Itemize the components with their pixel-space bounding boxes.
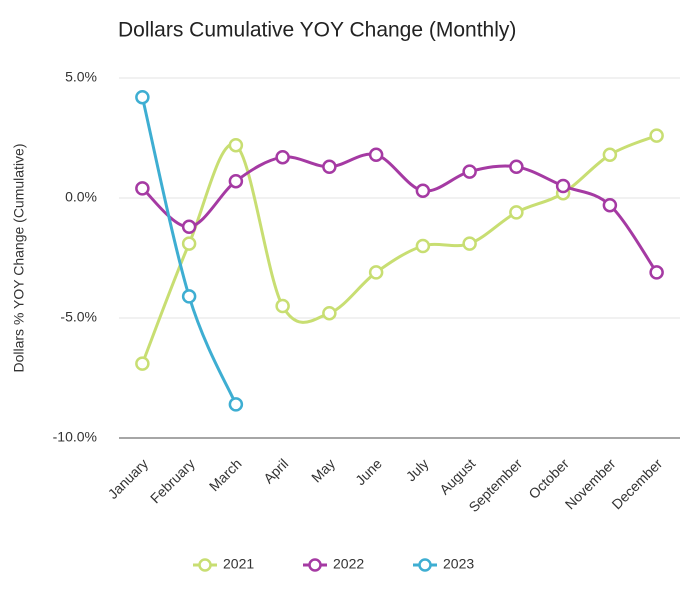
x-tick-label: February [147, 455, 198, 506]
x-tick-label: October [525, 455, 572, 502]
data-point [181, 236, 197, 251]
x-tick-label: August [436, 455, 478, 497]
data-point [602, 197, 618, 213]
series-line [141, 152, 658, 274]
legend-marker [198, 558, 212, 572]
legend-marker [308, 558, 322, 572]
data-point [228, 137, 244, 153]
x-tick-label: April [260, 455, 291, 486]
data-point [368, 147, 384, 163]
legend-label: 2022 [333, 556, 364, 572]
data-point [322, 305, 337, 321]
data-point [555, 178, 571, 194]
data-point [181, 219, 197, 235]
data-point [415, 238, 431, 254]
series-line [140, 96, 238, 405]
legend-marker [418, 558, 432, 572]
data-point [135, 181, 150, 196]
chart-title: Dollars Cumulative YOY Change (Monthly) [118, 19, 516, 42]
legend-label: 2023 [443, 556, 474, 572]
data-point [322, 159, 337, 175]
legend-label: 2021 [223, 556, 254, 572]
x-tick-label: June [352, 455, 385, 488]
data-point [181, 289, 197, 304]
data-point [649, 265, 664, 280]
y-tick-label: -5.0% [60, 309, 97, 325]
x-tick-label: March [206, 455, 245, 494]
data-point [275, 298, 290, 314]
data-point [509, 159, 524, 175]
x-tick-label: May [308, 455, 338, 485]
x-tick-label: December [608, 455, 665, 512]
y-tick-label: 5.0% [65, 69, 97, 85]
data-point [368, 265, 384, 280]
data-point [649, 128, 664, 143]
data-point [228, 173, 244, 189]
x-tick-label: January [105, 455, 152, 502]
data-point [275, 149, 290, 165]
data-point [228, 397, 244, 412]
data-point [462, 164, 477, 179]
data-point [462, 236, 477, 251]
data-point [415, 183, 431, 199]
data-point [602, 147, 618, 163]
data-point [135, 356, 150, 371]
series-line [140, 134, 658, 365]
y-tick-label: -10.0% [53, 429, 97, 445]
y-axis-label: Dollars % YOY Change (Cumulative) [11, 143, 27, 372]
data-point [509, 205, 524, 220]
data-point [135, 89, 150, 105]
y-tick-label: 0.0% [65, 189, 97, 205]
x-tick-label: July [403, 455, 432, 484]
